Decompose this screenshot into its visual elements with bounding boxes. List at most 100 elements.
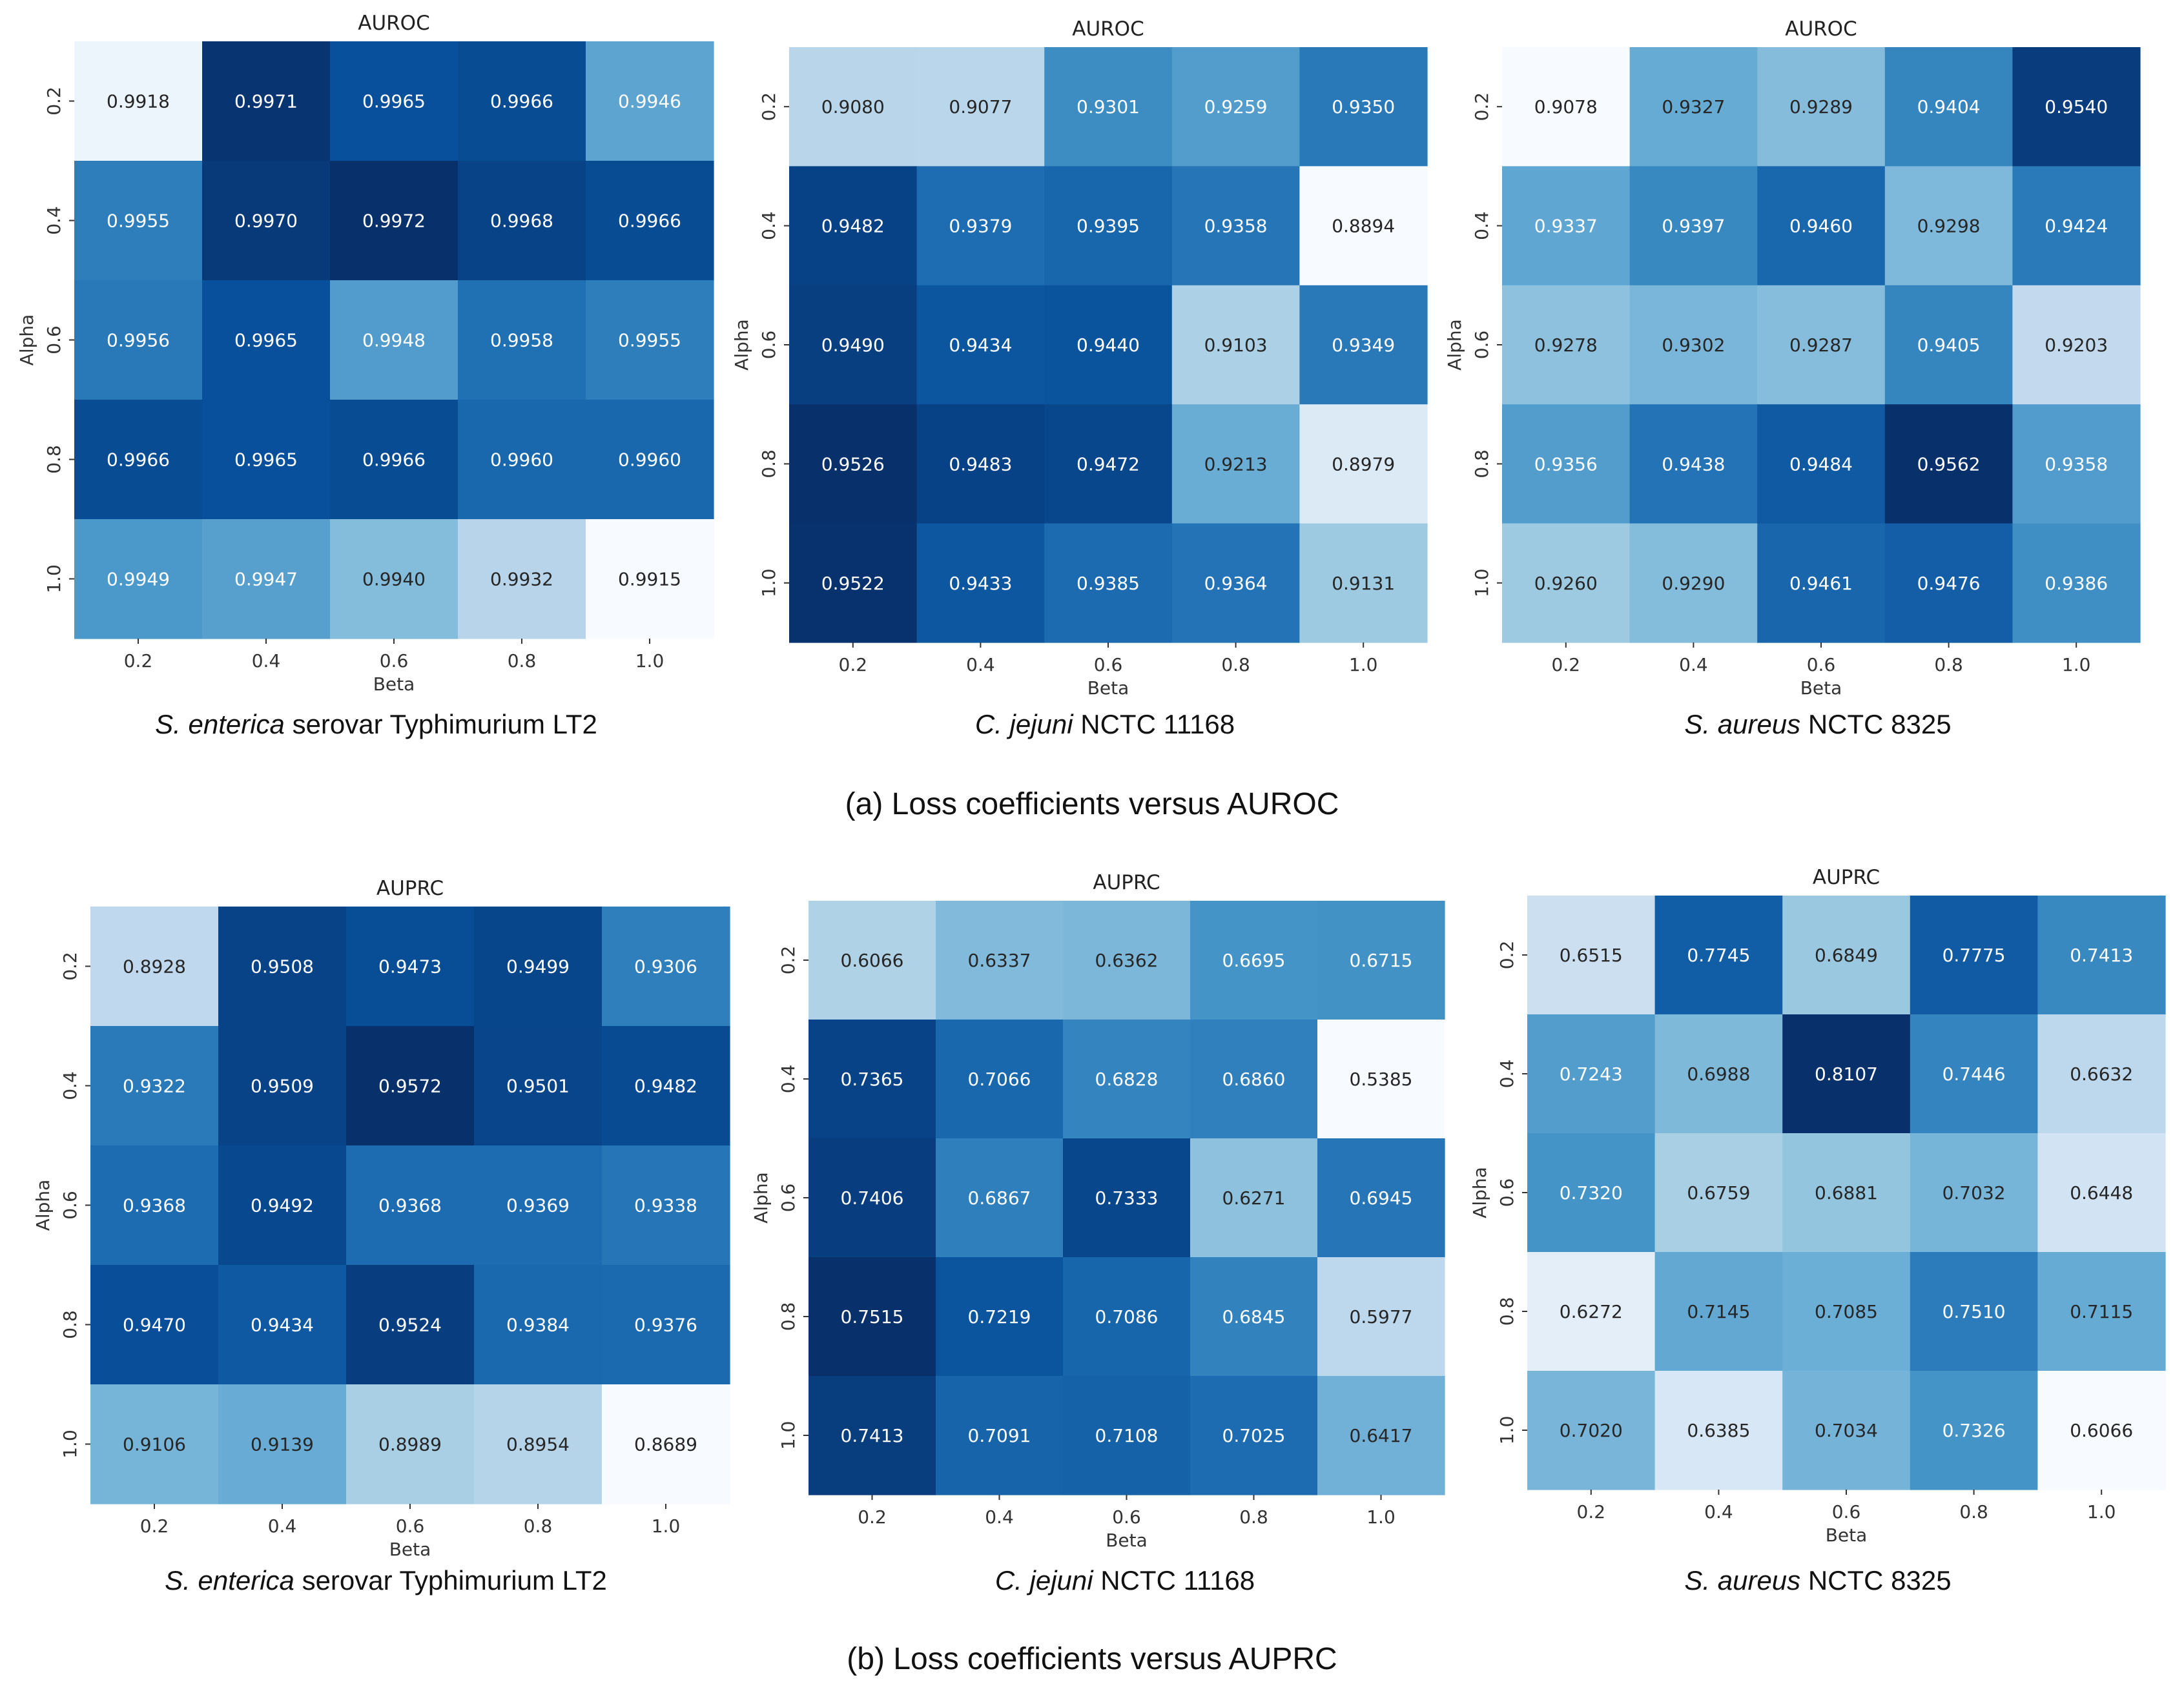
heatmap-4-cell-label: 0.9434 (251, 1315, 314, 1336)
heatmap-2-cell-label: 0.9080 (821, 96, 885, 118)
heatmap-4-cell (602, 1265, 730, 1385)
heatmap-1-cell-label: 0.9965 (362, 91, 426, 112)
heatmap-4-ytick-label: 0.4 (59, 1071, 81, 1100)
heatmap-6-cell-label: 0.7020 (1560, 1420, 1623, 1441)
heatmap-6-ylabel: Alpha (1469, 1167, 1490, 1218)
heatmap-2-cell (789, 404, 918, 524)
heatmap-6-xlabel: Beta (1826, 1524, 1868, 1546)
panel-caption-2: C. jejuni NCTC 11168 (788, 709, 1421, 740)
heatmap-1-cell-label: 0.9971 (234, 91, 298, 112)
heatmap-3-cell (1884, 285, 2013, 405)
heatmap-5-cell (1063, 1138, 1191, 1258)
heatmap-4-ytick-label: 0.6 (59, 1191, 81, 1220)
heatmap-6-ytick-label: 1.0 (1496, 1416, 1518, 1445)
heatmap-5-cell (1063, 1376, 1191, 1495)
heatmap-5-xtick-label: 1.0 (1366, 1506, 1396, 1528)
heatmap-1-cell (74, 161, 203, 281)
heatmap-6-cell-label: 0.7115 (2070, 1301, 2133, 1322)
heatmap-3-cell (1502, 404, 1631, 524)
panel-caption-6-species: S. aureus (1684, 1565, 1801, 1596)
heatmap-1-ylabel: Alpha (16, 314, 37, 366)
heatmap-2-cell-label: 0.9483 (949, 453, 1012, 475)
panel-caption-1-species: S. enterica (155, 709, 285, 739)
heatmap-4-cell (346, 1145, 475, 1266)
heatmap-3-cell-label: 0.9298 (1917, 216, 1981, 237)
heatmap-3-cell-label: 0.9484 (1789, 453, 1853, 475)
heatmap-1-ytick-label: 0.6 (43, 325, 65, 354)
heatmap-5-xtick-label: 0.6 (1112, 1506, 1141, 1528)
heatmap-3-cell-label: 0.9260 (1534, 573, 1598, 594)
heatmap-5-ylabel: Alpha (750, 1172, 772, 1224)
heatmap-2-cell (916, 47, 1045, 167)
heatmap-6-ytick-label: 0.8 (1496, 1297, 1518, 1326)
heatmap-4-cell (474, 1384, 603, 1504)
heatmap-1-xtick-label: 1.0 (635, 650, 664, 672)
heatmap-1-cell-label: 0.9946 (618, 91, 681, 112)
panel-caption-3-species: S. aureus (1684, 709, 1801, 739)
heatmap-5-cell (809, 1376, 936, 1495)
heatmap-6-cell (1527, 1014, 1656, 1134)
heatmap-4-cell-label: 0.8928 (123, 956, 186, 978)
heatmap-4-cell-label: 0.9492 (251, 1195, 314, 1216)
heatmap-6-cell (1782, 1133, 1911, 1253)
heatmap-4-xtick-label: 0.6 (396, 1515, 425, 1537)
heatmap-4-cell (90, 1384, 219, 1504)
heatmap-6-cell-label: 0.7745 (1687, 945, 1750, 966)
heatmap-5-cell (1317, 1138, 1445, 1258)
heatmap-4-cell-label: 0.8989 (378, 1434, 442, 1455)
panel-caption-3: S. aureus NCTC 8325 (1501, 709, 2134, 740)
heatmap-1-cell-label: 0.9972 (362, 210, 426, 232)
panel-caption-5: C. jejuni NCTC 11168 (809, 1565, 1441, 1596)
heatmap-1-cell-label: 0.9960 (618, 449, 681, 471)
heatmap-3-title: AUROC (1785, 17, 1857, 41)
heatmap-1-cell (330, 161, 458, 281)
panel-caption-5-species: C. jejuni (994, 1565, 1093, 1596)
heatmap-3-cell (1629, 166, 1758, 286)
heatmap-3-ylabel: Alpha (1444, 319, 1465, 371)
heatmap-1-ytick-label: 0.4 (43, 206, 65, 235)
heatmap-2-cell (1171, 47, 1300, 167)
heatmap-1-cell (458, 519, 586, 639)
heatmap-3-xtick-label: 0.2 (1552, 654, 1581, 675)
heatmap-3-cell-label: 0.9290 (1662, 573, 1725, 594)
heatmap-2-cell (789, 285, 918, 405)
heatmap-3-cell (1502, 47, 1631, 167)
heatmap-5-cell-label: 0.7365 (841, 1069, 904, 1090)
panel-caption-2-strain: NCTC 11168 (1073, 709, 1235, 739)
heatmap-1-cell-label: 0.9955 (618, 330, 681, 351)
panel-caption-6-strain: NCTC 8325 (1800, 1565, 1952, 1596)
heatmap-5-cell (1190, 1020, 1318, 1139)
heatmap-1-cell (74, 519, 203, 639)
heatmap-4-cell (218, 1384, 347, 1504)
heatmap-4-cell (218, 907, 347, 1027)
heatmap-5-cell-label: 0.6695 (1222, 950, 1286, 971)
heatmap-2-cell (1044, 166, 1173, 286)
heatmap-1-cell (586, 400, 714, 520)
heatmap-1-cell-label: 0.9958 (490, 330, 553, 351)
heatmap-2-cell-label: 0.9526 (821, 453, 885, 475)
heatmap-6-cell (1910, 896, 2038, 1015)
panel-caption-6: S. aureus NCTC 8325 (1501, 1565, 2134, 1596)
heatmap-6-cell (1654, 1371, 1783, 1490)
heatmap-6-cell-label: 0.6272 (1560, 1301, 1623, 1322)
heatmap-3-cell-label: 0.9278 (1534, 334, 1598, 356)
panel-caption-4-strain: serovar Typhimurium LT2 (294, 1565, 607, 1596)
heatmap-5-cell-label: 0.7515 (841, 1306, 904, 1328)
heatmap-1-cell (586, 280, 714, 400)
heatmap-4-cell-label: 0.9501 (506, 1076, 570, 1097)
heatmap-5-cell-label: 0.6867 (968, 1187, 1031, 1209)
heatmap-1-cell (586, 41, 714, 161)
heatmap-1-cell-label: 0.9966 (490, 91, 553, 112)
heatmap-3-cell (1502, 166, 1631, 286)
heatmap-5-xtick-label: 0.2 (858, 1506, 887, 1528)
heatmap-2-cell-label: 0.9490 (821, 334, 885, 356)
heatmap-3-cell (1629, 47, 1758, 167)
heatmap-4-cell (602, 1384, 730, 1504)
heatmap-3-cell-label: 0.9078 (1534, 96, 1598, 118)
heatmap-4-cell (474, 1145, 603, 1266)
heatmap-6-ytick-label: 0.4 (1496, 1060, 1518, 1089)
heatmap-6-cell-label: 0.6632 (2070, 1063, 2133, 1085)
heatmap-6-cell-label: 0.7510 (1942, 1301, 2006, 1322)
panel-caption-4: S. enterica serovar Typhimurium LT2 (87, 1565, 685, 1596)
